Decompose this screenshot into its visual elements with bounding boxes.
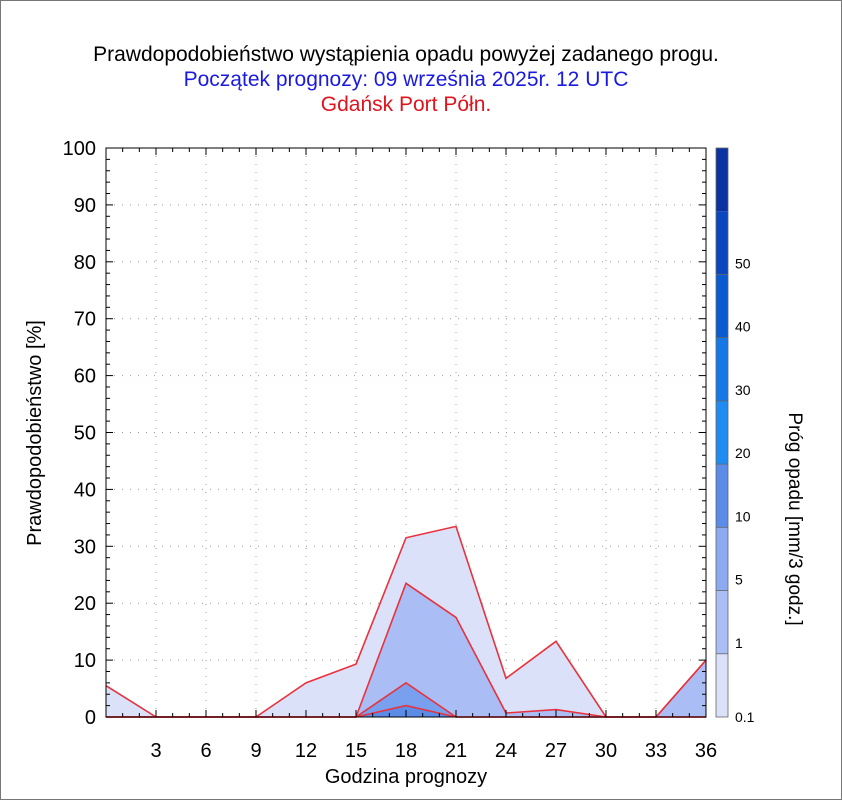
y-tick-label: 20	[74, 593, 96, 615]
x-tick-label: 21	[445, 740, 467, 762]
x-tick-label: 15	[345, 740, 367, 762]
x-tick-label: 9	[250, 740, 261, 762]
x-tick-label: 3	[150, 740, 161, 762]
y-tick-label: 30	[74, 536, 96, 558]
x-tick-label: 24	[495, 740, 517, 762]
colorbar-border	[715, 147, 729, 718]
colorbar-band	[716, 527, 728, 591]
area-threshold-5	[106, 682, 706, 717]
y-axis-label: Prawdopodobieństwo [%]	[24, 320, 46, 546]
colorbar-tick-label: 1	[735, 635, 743, 651]
colorbar-band	[716, 211, 728, 275]
x-tick-label: 36	[695, 740, 717, 762]
colorbar-band	[716, 148, 728, 212]
y-tick-label: 70	[74, 309, 96, 331]
colorbar-tick-label: 50	[735, 255, 751, 271]
colorbar-band	[716, 400, 728, 465]
y-tick-label: 80	[74, 252, 96, 274]
colorbar-band	[716, 274, 728, 338]
colorbar: 0.1 1 5 10 20 30 40 50	[715, 147, 755, 725]
colorbar-band	[716, 590, 728, 654]
colorbar-label: Próg opadu [mm/3 godz.]	[784, 412, 805, 625]
chart-title: Prawdopodobieństwo wystąpienia opadu pow…	[93, 43, 719, 66]
colorbar-tick-label: 10	[735, 508, 751, 524]
colorbar-tick-label: 40	[735, 319, 751, 335]
x-tick-label: 18	[395, 740, 417, 762]
y-tick-label: 90	[74, 195, 96, 217]
colorbar-tick-label: 5	[735, 572, 743, 588]
colorbar-tick-label: 30	[735, 382, 751, 398]
colorbar-band	[716, 337, 728, 401]
y-tick-label: 100	[63, 138, 96, 160]
colorbar-band	[716, 653, 728, 717]
x-tick-label: 12	[295, 740, 317, 762]
colorbar-tick-label: 0.1	[735, 709, 755, 725]
x-axis-label: Godzina prognozy	[325, 766, 487, 788]
probability-areas	[105, 525, 707, 718]
forecast-start-subtitle: Początek prognozy: 09 września 2025r. 12…	[183, 68, 629, 91]
x-tick-label: 33	[645, 740, 667, 762]
y-tick-label: 0	[85, 707, 96, 729]
x-tick-label: 30	[595, 740, 617, 762]
colorbar-band	[716, 464, 728, 528]
colorbar-tick-label: 20	[735, 445, 751, 461]
x-tick-label: 6	[200, 740, 211, 762]
area-threshold-1	[106, 583, 706, 717]
y-tick-label: 40	[74, 479, 96, 501]
y-tick-label: 60	[74, 366, 96, 388]
station-name: Gdańsk Port Półn.	[320, 93, 492, 116]
y-tick-label: 10	[74, 650, 96, 672]
y-tick-label: 50	[74, 423, 96, 445]
x-tick-label: 27	[545, 740, 567, 762]
